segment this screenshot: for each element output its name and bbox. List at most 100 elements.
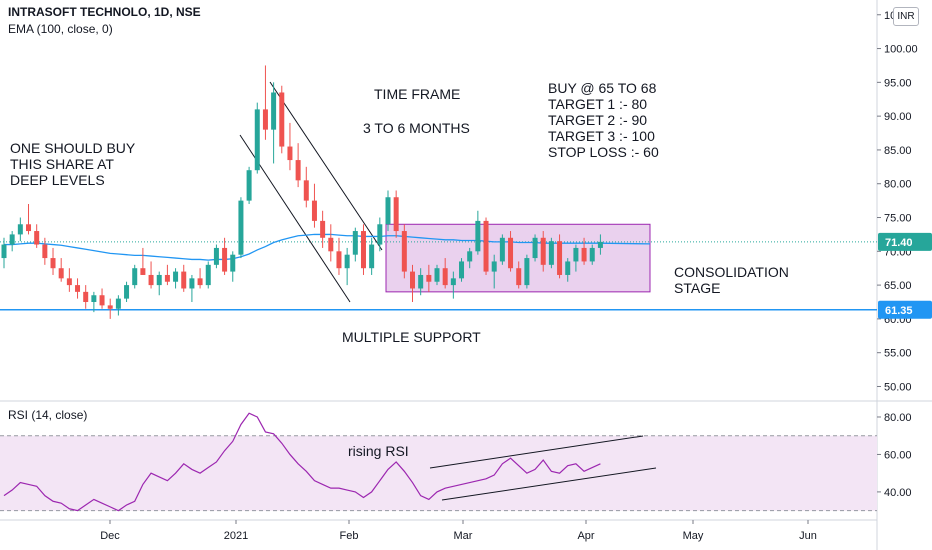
- candle-body: [26, 224, 32, 232]
- candle-body: [91, 295, 97, 302]
- time-tick-label: Jun: [799, 530, 817, 542]
- candle-body: [197, 278, 203, 286]
- price-tick-label: 90.00: [884, 111, 912, 123]
- rsi-indicator-label[interactable]: RSI (14, close): [8, 408, 88, 422]
- candle-body: [369, 244, 375, 269]
- candle-body: [140, 268, 146, 275]
- candle-body: [499, 237, 505, 262]
- consolidation-text: CONSOLIDATION STAGE: [674, 264, 789, 296]
- support-price-label-bg: [878, 300, 932, 319]
- candle-body: [107, 305, 113, 309]
- price-tick-label: 55.00: [884, 348, 912, 360]
- candle-body: [467, 251, 473, 262]
- rsi-tick-label: 40.00: [884, 487, 912, 499]
- candle-body: [565, 261, 571, 275]
- candle-body: [124, 285, 130, 299]
- candle-body: [115, 298, 121, 309]
- candle-body: [75, 285, 81, 292]
- candle-body: [213, 247, 219, 265]
- candle-body: [344, 254, 350, 269]
- candle-body: [450, 278, 456, 286]
- candle-body: [9, 234, 15, 245]
- ema-line-extension: [600, 242, 651, 245]
- candle-body: [42, 244, 48, 259]
- candle-body: [83, 291, 89, 302]
- price-tick-label: 100.00: [884, 44, 918, 56]
- trend-line: [269, 81, 383, 251]
- buy-plan-text: BUY @ 65 TO 68 TARGET 1 :- 80 TARGET 2 :…: [548, 80, 659, 160]
- time-tick-label: Mar: [454, 530, 473, 542]
- rsi-tick-label: 80.00: [884, 412, 912, 424]
- candle-body: [459, 261, 465, 279]
- time-tick-label: Dec: [100, 530, 120, 542]
- candle-body: [573, 247, 579, 262]
- candle-body: [491, 261, 497, 272]
- candle-body: [148, 274, 154, 286]
- candle-body: [328, 237, 334, 252]
- candle-body: [156, 274, 162, 286]
- candle-body: [442, 268, 448, 286]
- price-tick-label: 75.00: [884, 213, 912, 225]
- candle-body: [418, 274, 424, 289]
- candle-body: [336, 251, 342, 269]
- candle-body: [246, 170, 252, 201]
- candle-body: [254, 109, 260, 171]
- rsi-trend-line: [441, 467, 657, 501]
- candle-body: [475, 220, 481, 252]
- candle-body: [548, 241, 554, 265]
- candle-body: [385, 197, 391, 225]
- time-frame-title: TIME FRAME: [374, 86, 461, 102]
- last-price-label-bg: [878, 232, 932, 251]
- candle-body: [434, 268, 440, 282]
- price-tick-label: 50.00: [884, 381, 912, 393]
- candle-body: [58, 268, 64, 279]
- candle-body: [279, 92, 285, 147]
- rsi-tick-label: 60.00: [884, 449, 912, 461]
- candle-body: [287, 146, 293, 161]
- rsi-annotation: rising RSI: [348, 443, 409, 459]
- rsi-band: [0, 435, 877, 511]
- rsi-line: [3, 412, 601, 512]
- support-annotation: MULTIPLE SUPPORT: [342, 329, 481, 345]
- candle-body: [426, 274, 432, 282]
- candle-body: [360, 231, 366, 269]
- candle-body: [352, 231, 358, 255]
- price-tick-label: 80.00: [884, 179, 912, 191]
- candle-body: [377, 224, 383, 245]
- candle-body: [189, 278, 195, 289]
- candle-body: [164, 274, 170, 282]
- time-tick-label: May: [683, 530, 704, 542]
- candle-body: [34, 231, 40, 245]
- candle-body: [320, 220, 326, 238]
- candle-body: [173, 271, 179, 282]
- candle-body: [557, 241, 563, 275]
- support-price-label: 61.35: [885, 305, 913, 317]
- currency-badge[interactable]: INR: [893, 7, 919, 26]
- candle-body: [238, 200, 244, 255]
- candle-body: [295, 160, 301, 181]
- candle-body: [581, 247, 587, 262]
- buy-advice-text: ONE SHOULD BUY THIS SHARE AT DEEP LEVELS: [10, 140, 136, 188]
- time-frame-value: 3 TO 6 MONTHS: [363, 120, 470, 136]
- candle-body: [597, 241, 603, 248]
- candle-body: [410, 271, 415, 289]
- candle-body: [222, 247, 228, 272]
- candle-body: [1, 244, 7, 259]
- last-price-label: 71.40: [885, 237, 913, 249]
- candle-body: [516, 268, 522, 286]
- symbol-title[interactable]: INTRASOFT TECHNOLO, 1D, NSE: [8, 5, 201, 19]
- candle-body: [17, 224, 23, 235]
- time-tick-label: Apr: [577, 530, 594, 542]
- candle-body: [50, 258, 56, 269]
- candle-body: [271, 92, 277, 130]
- candle-body: [532, 237, 538, 259]
- ema-indicator-label[interactable]: EMA (100, close, 0): [8, 22, 113, 36]
- candle-body: [540, 237, 546, 265]
- candle-body: [311, 200, 317, 221]
- candle-body: [230, 254, 236, 272]
- candle-body: [205, 264, 211, 286]
- rsi-trend-line: [429, 435, 644, 469]
- price-tick-label: 95.00: [884, 77, 912, 89]
